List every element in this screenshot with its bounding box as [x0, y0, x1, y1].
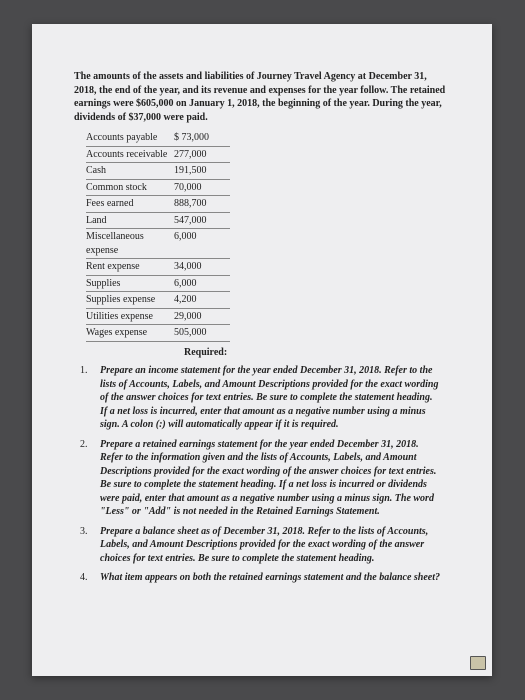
account-value: 34,000	[174, 259, 230, 276]
account-label: Supplies expense	[86, 292, 174, 309]
account-value: 277,000	[174, 146, 230, 163]
page-corner-icon	[470, 656, 486, 670]
account-label: Supplies	[86, 275, 174, 292]
table-row: Cash191,500	[86, 163, 230, 180]
account-label: Accounts receivable	[86, 146, 174, 163]
table-row: Accounts receivable277,000	[86, 146, 230, 163]
requirement-text: Prepare a balance sheet as of December 3…	[96, 522, 446, 569]
document-page: The amounts of the assets and liabilitie…	[32, 24, 492, 676]
required-label: Required:	[184, 346, 450, 360]
table-row: Miscellaneous expense6,000	[86, 229, 230, 259]
table-row: Supplies6,000	[86, 275, 230, 292]
requirement-number: 3.	[76, 522, 96, 569]
account-value: 888,700	[174, 196, 230, 213]
requirement-number: 2.	[76, 435, 96, 522]
table-row: Utilities expense29,000	[86, 308, 230, 325]
account-value: $ 73,000	[174, 130, 230, 146]
account-value: 4,200	[174, 292, 230, 309]
requirement-row: 4.What item appears on both the retained…	[76, 568, 446, 588]
table-row: Fees earned888,700	[86, 196, 230, 213]
account-label: Rent expense	[86, 259, 174, 276]
account-value: 6,000	[174, 275, 230, 292]
account-label: Common stock	[86, 179, 174, 196]
requirement-number: 1.	[76, 361, 96, 435]
requirement-row: 2.Prepare a retained earnings statement …	[76, 435, 446, 522]
requirements-list: 1.Prepare an income statement for the ye…	[76, 361, 446, 588]
table-row: Wages expense505,000	[86, 325, 230, 342]
account-label: Wages expense	[86, 325, 174, 342]
requirement-text: Prepare a retained earnings statement fo…	[96, 435, 446, 522]
account-value: 505,000	[174, 325, 230, 342]
table-row: Common stock70,000	[86, 179, 230, 196]
account-value: 29,000	[174, 308, 230, 325]
account-value: 70,000	[174, 179, 230, 196]
account-label: Accounts payable	[86, 130, 174, 146]
account-label: Land	[86, 212, 174, 229]
table-row: Rent expense34,000	[86, 259, 230, 276]
requirement-text: Prepare an income statement for the year…	[96, 361, 446, 435]
requirement-row: 3. Prepare a balance sheet as of Decembe…	[76, 522, 446, 569]
account-value: 191,500	[174, 163, 230, 180]
account-label: Fees earned	[86, 196, 174, 213]
account-label: Cash	[86, 163, 174, 180]
account-label: Miscellaneous expense	[86, 229, 174, 259]
intro-paragraph: The amounts of the assets and liabilitie…	[74, 70, 450, 124]
table-row: Supplies expense4,200	[86, 292, 230, 309]
requirement-row: 1.Prepare an income statement for the ye…	[76, 361, 446, 435]
account-label: Utilities expense	[86, 308, 174, 325]
account-value: 547,000	[174, 212, 230, 229]
requirement-number: 4.	[76, 568, 96, 588]
table-row: Accounts payable$ 73,000	[86, 130, 230, 146]
table-row: Land547,000	[86, 212, 230, 229]
account-value: 6,000	[174, 229, 230, 259]
accounts-table: Accounts payable$ 73,000 Accounts receiv…	[86, 130, 230, 342]
requirement-text: What item appears on both the retained e…	[96, 568, 446, 588]
